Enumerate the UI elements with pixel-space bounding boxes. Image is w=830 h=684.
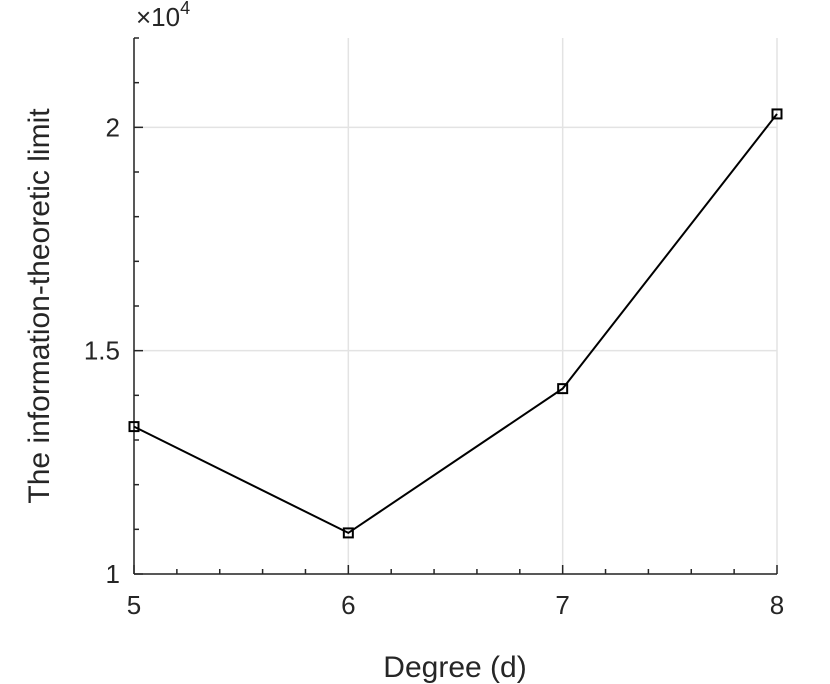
y-tick-label: 2 — [106, 112, 120, 142]
data-point-marker — [128, 421, 140, 433]
data-point-marker — [771, 108, 783, 120]
y-axis-title: The information-theoretic limit — [23, 108, 56, 504]
x-axis-title: Degree (d) — [383, 651, 526, 684]
axes — [133, 38, 777, 575]
series-line — [133, 113, 778, 535]
x-tick-label: 5 — [127, 590, 141, 620]
y-exponent-label: ×104 — [136, 0, 190, 32]
data-point-marker — [557, 383, 569, 395]
x-tick-label: 6 — [341, 590, 355, 620]
y-ticks: 11.52 — [84, 112, 143, 589]
y-tick-label: 1.5 — [84, 336, 120, 366]
x-tick-label: 8 — [770, 590, 784, 620]
y-tick-label: 1 — [106, 559, 120, 589]
x-tick-label: 7 — [555, 590, 569, 620]
data-point-marker — [342, 527, 354, 539]
grid — [133, 38, 778, 575]
plot-area — [128, 108, 783, 539]
minor-ticks — [134, 37, 735, 574]
x-ticks: 5 6 7 8 — [127, 565, 784, 620]
